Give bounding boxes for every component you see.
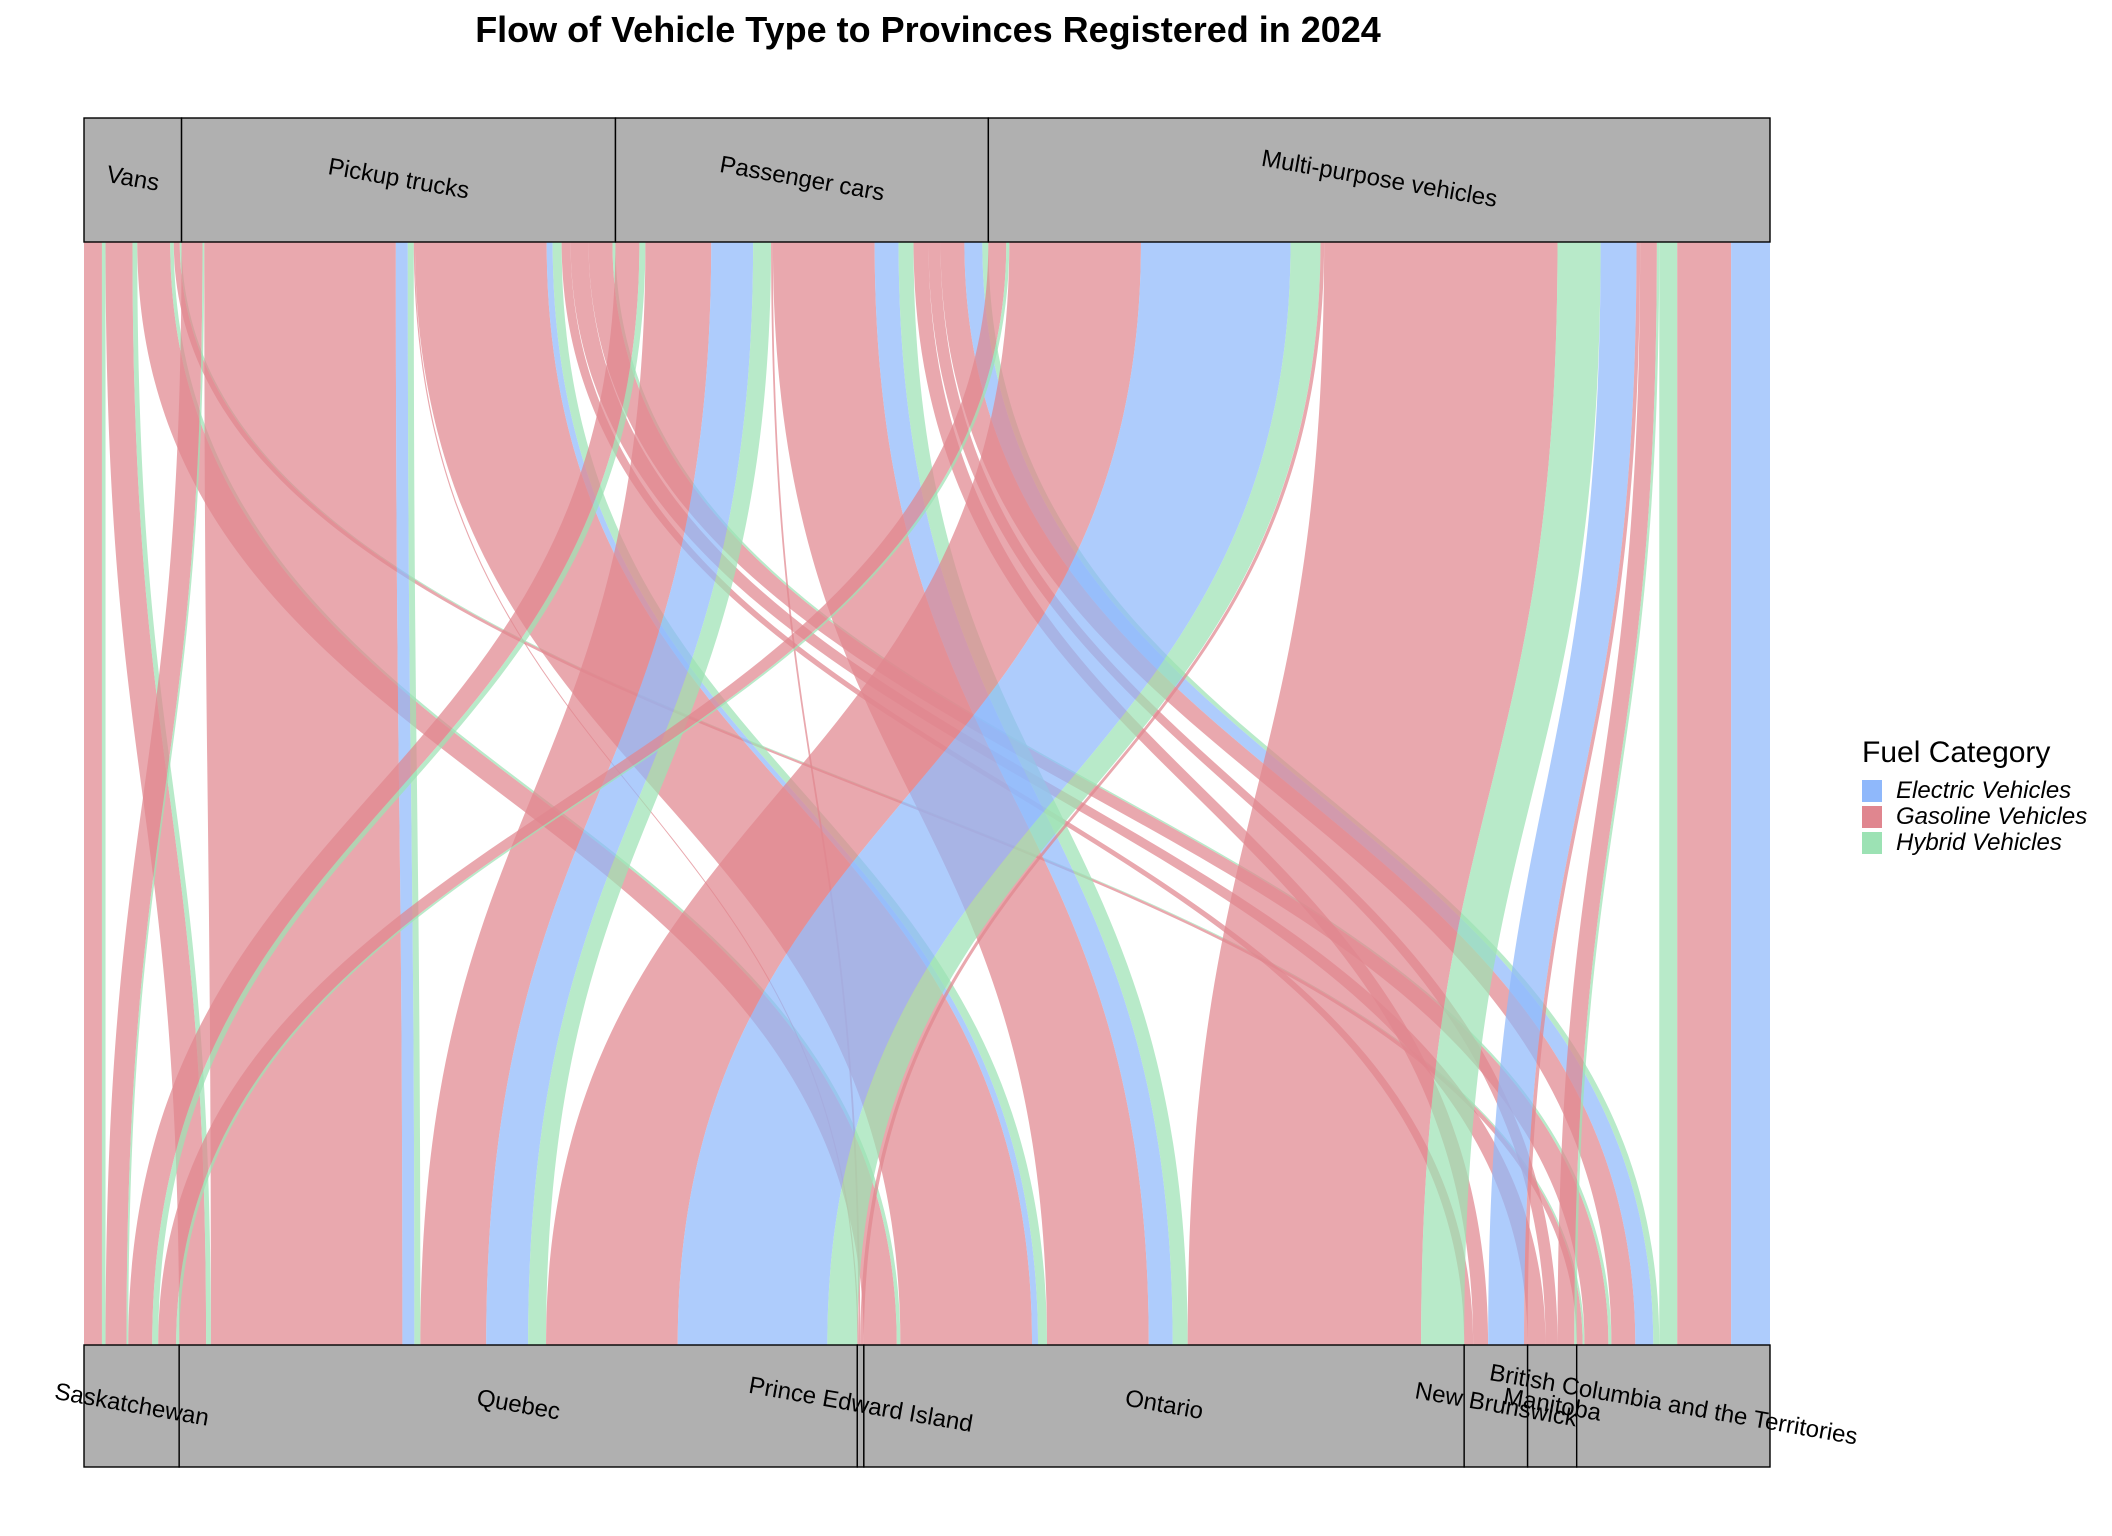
legend-swatch-gasoline-vehicles (1862, 806, 1882, 828)
chart-title: Flow of Vehicle Type to Provinces Regist… (475, 9, 1381, 50)
flow-passenger-cars-to-quebec-electric-vehicles (486, 242, 754, 1345)
flow-multi-purpose-vehicles-to-manitoba-gasoline-vehicles (1557, 242, 1657, 1345)
flow-pickup-trucks-to-saskatchewan-gasoline-vehicles (105, 242, 203, 1345)
flow-passenger-cars-to-saskatchewan-gasoline-vehicles (128, 242, 640, 1345)
flow-pickup-trucks-to-british-columbia-and-the-territories-gasoline-vehicles (588, 242, 1609, 1345)
flow-multi-purpose-vehicles-to-british-columbia-and-the-territories-electric-vehicles (1731, 242, 1770, 1345)
flow-multi-purpose-vehicles-to-manitoba-hybrid-vehicles (1574, 242, 1660, 1345)
flow-multi-purpose-vehicles-to-quebec-electric-vehicles (677, 242, 1291, 1345)
vehicle-type-box-pickup-trucks (180, 117, 617, 243)
vehicle-type-box-multi-purpose-vehicles (987, 117, 1771, 243)
flow-passenger-cars-to-quebec-hybrid-vehicles (528, 242, 772, 1345)
flows-layer (84, 242, 1770, 1345)
flow-passenger-cars-to-manitoba-gasoline-vehicles (928, 242, 1558, 1345)
flow-pickup-trucks-to-quebec-electric-vehicles (395, 242, 415, 1345)
flow-multi-purpose-vehicles-to-ontario-hybrid-vehicles (1421, 242, 1601, 1345)
province-box-saskatchewan (83, 1344, 180, 1468)
legend-label-electric-vehicles: Electric Vehicles (1896, 777, 2071, 804)
province-box-british-columbia-and-the-territories (1575, 1344, 1771, 1468)
flow-multi-purpose-vehicles-to-british-columbia-and-the-territories-hybrid-vehicles (1659, 242, 1678, 1345)
flow-multi-purpose-vehicles-to-new-brunswick-gasoline-vehicles (1524, 242, 1641, 1345)
legend-swatch-hybrid-vehicles (1862, 832, 1882, 854)
flow-pickup-trucks-to-saskatchewan-hybrid-vehicles (126, 242, 205, 1345)
flow-vans-to-saskatchewan-hybrid-vehicles (101, 242, 106, 1345)
flow-vans-to-quebec-hybrid-vehicles (132, 242, 211, 1345)
flow-passenger-cars-to-new-brunswick-gasoline-vehicles (913, 242, 1489, 1345)
flow-pickup-trucks-to-quebec-hybrid-vehicles (407, 242, 421, 1345)
flow-multi-purpose-vehicles-to-new-brunswick-electric-vehicles (1488, 242, 1637, 1345)
flow-multi-purpose-vehicles-to-quebec-gasoline-vehicles (546, 242, 1141, 1345)
flow-multi-purpose-vehicles-to-british-columbia-and-the-territories-gasoline-vehicles (1677, 242, 1732, 1345)
province-axis: Saskatchewan Quebec Prince Edward Island On… (53, 1344, 1860, 1468)
flow-vans-to-saskatchewan-gasoline-vehicles (84, 242, 102, 1345)
flow-vans-to-ontario-gasoline-vehicles (137, 242, 897, 1345)
province-box-quebec (178, 1344, 858, 1468)
flow-pickup-trucks-to-british-columbia-and-the-territories-hybrid-vehicles (612, 242, 1612, 1345)
flow-passenger-cars-to-quebec-gasoline-vehicles (420, 242, 712, 1345)
flow-multi-purpose-vehicles-to-saskatchewan-hybrid-vehicles (176, 242, 1010, 1345)
flow-multi-purpose-vehicles-to-saskatchewan-gasoline-vehicles (158, 242, 1007, 1345)
flow-multi-purpose-vehicles-to-ontario-gasoline-vehicles (1187, 242, 1558, 1345)
legend-title: Fuel Category (1862, 736, 2050, 769)
legend-swatch-electric-vehicles (1862, 780, 1882, 802)
vehicle-type-box-vans (83, 117, 183, 243)
vehicle-type-axis: Vans Pickup trucks Passenger cars Multi-pur… (83, 117, 1771, 243)
flow-multi-purpose-vehicles-to-quebec-hybrid-vehicles (827, 242, 1321, 1345)
flow-passenger-cars-to-saskatchewan-hybrid-vehicles (152, 242, 646, 1345)
flow-multi-purpose-vehicles-to-prince-edward-island-gasoline-vehicles (860, 242, 1325, 1345)
legend-label-gasoline-vehicles: Gasoline Vehicles (1896, 803, 2087, 830)
legend-label-hybrid-vehicles: Hybrid Vehicles (1896, 829, 2062, 856)
vehicle-type-box-passenger-cars (614, 117, 990, 243)
legend: Fuel Category Electric VehiclesGasoline … (1862, 736, 2087, 856)
